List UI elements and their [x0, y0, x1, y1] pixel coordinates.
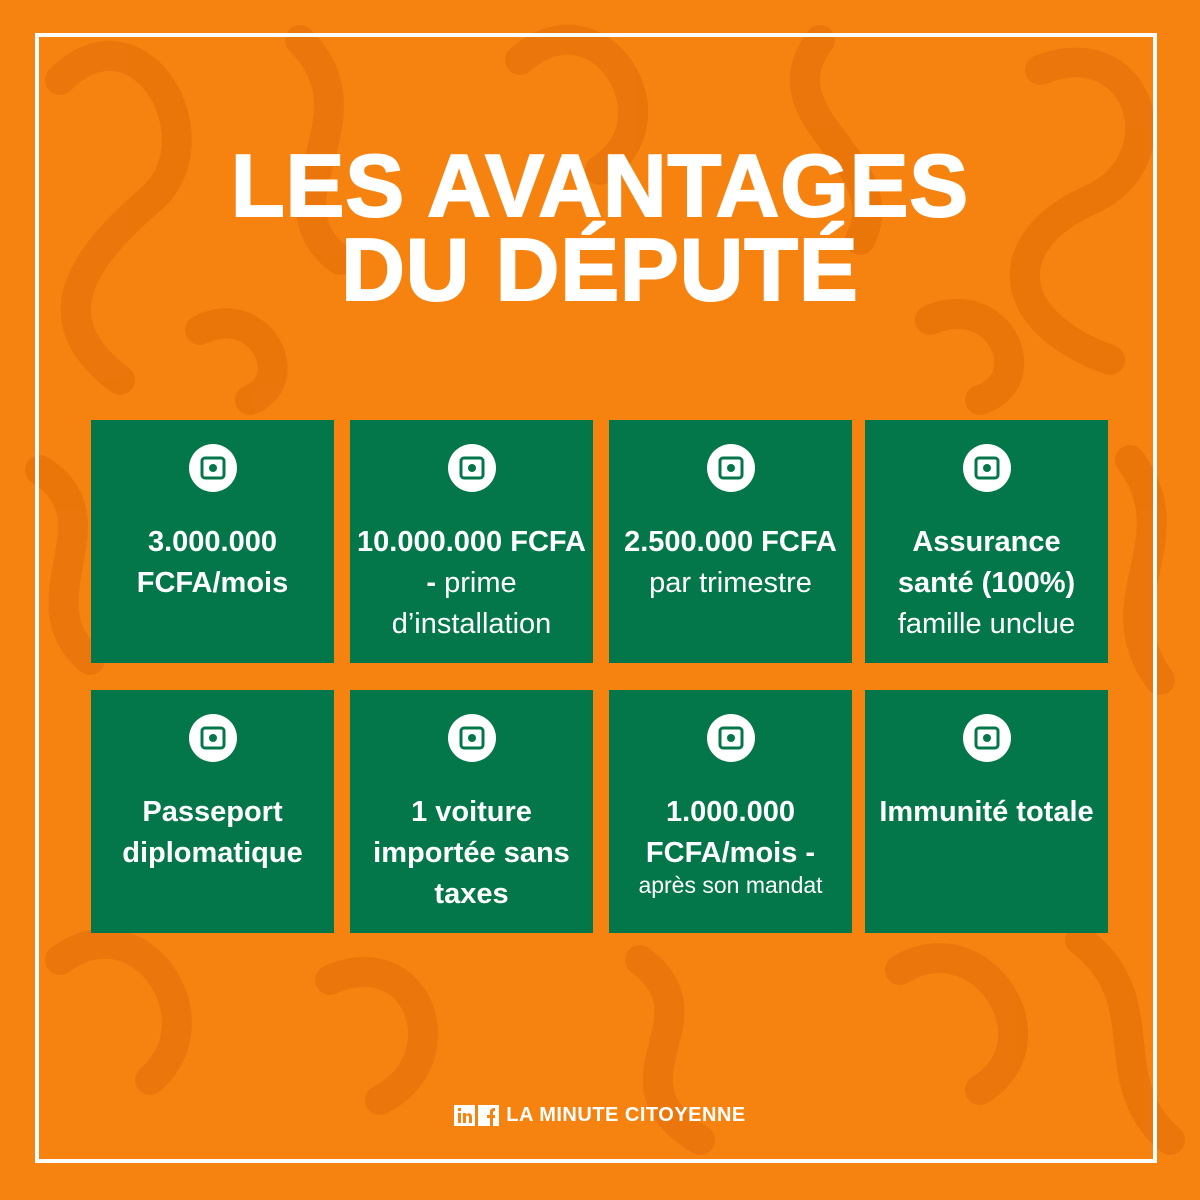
icon-glyph [983, 464, 991, 472]
card-bold: Passeport diplomatique [122, 796, 303, 869]
card-text: 2.500.000 FCFA par trimestre [615, 522, 846, 604]
card-bold: 1.000.000 FCFA/mois - [645, 796, 816, 869]
brand: LA MINUTE CITOYENNE [506, 1104, 746, 1126]
card-text: Immunité totale [871, 792, 1102, 833]
card: Passeport diplomatique [91, 690, 334, 933]
card-text: 1.000.000 FCFA/mois - après son mandat [615, 792, 846, 897]
card-bold: Immunité totale [879, 796, 1094, 828]
icon-glyph [200, 726, 226, 750]
icon [448, 444, 496, 492]
card: 1 voiture importée sans taxes [350, 690, 593, 933]
icon [963, 444, 1011, 492]
card: 3.000.000 FCFA/mois [91, 420, 334, 663]
icon-glyph [718, 726, 744, 750]
card: 10.000.000 FCFA - prime d’installation [350, 420, 593, 663]
icon [448, 714, 496, 762]
icon-glyph [974, 726, 1000, 750]
icon-glyph [974, 456, 1000, 480]
icon-glyph [459, 726, 485, 750]
social-icons [454, 1104, 500, 1126]
card-bold: 3.000.000 FCFA/mois [136, 526, 289, 599]
icon-glyph [468, 734, 476, 742]
card-bold: 10.000.000 FCFA - [357, 526, 586, 599]
card-bold: Assurance santé (100%) [897, 526, 1076, 599]
icon [189, 714, 237, 762]
card-light: famille unclue [897, 608, 1076, 640]
frame [35, 33, 1157, 1163]
icon [189, 444, 237, 492]
icon-glyph [983, 734, 991, 742]
card: Assurance santé (100%) famille unclue [865, 420, 1108, 663]
icon-glyph [209, 734, 217, 742]
footer: LA MINUTE CITOYENNE [0, 1104, 1200, 1127]
icon-glyph [718, 456, 744, 480]
card: 2.500.000 FCFA par trimestre [609, 420, 852, 663]
card-text: 10.000.000 FCFA - prime d’installation [356, 522, 587, 645]
card: 1.000.000 FCFA/mois - après son mandat [609, 690, 852, 933]
title: LES AVANTAGES [230, 136, 970, 235]
card: Immunité totale [865, 690, 1108, 933]
icon-glyph [727, 734, 735, 742]
icon-glyph [468, 464, 476, 472]
icon-glyph [727, 464, 735, 472]
icon-glyph [209, 464, 217, 472]
title: DU DÉPUTÉ [340, 220, 859, 319]
card-text: 3.000.000 FCFA/mois [97, 522, 328, 604]
card-text: 1 voiture importée sans taxes [356, 792, 587, 915]
card-bold: 1 voiture importée sans taxes [373, 796, 570, 910]
icon-glyph [200, 456, 226, 480]
icon [963, 714, 1011, 762]
icon [707, 444, 755, 492]
card-text: Assurance santé (100%) famille unclue [871, 522, 1102, 645]
card-text: Passeport diplomatique [97, 792, 328, 874]
card-bold: 2.500.000 FCFA [624, 526, 837, 558]
icon-glyph [459, 456, 485, 480]
card-light: après son mandat [638, 872, 823, 898]
card-light: par trimestre [649, 567, 812, 599]
card-light: prime d’installation [391, 567, 552, 640]
icon [707, 714, 755, 762]
